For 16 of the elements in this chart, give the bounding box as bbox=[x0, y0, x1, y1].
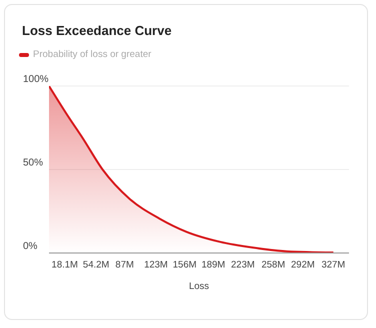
x-tick-label: 292M bbox=[291, 260, 315, 271]
y-tick-label: 100% bbox=[23, 74, 49, 85]
y-tick-label: 0% bbox=[23, 241, 38, 252]
x-tick-label: 258M bbox=[261, 260, 286, 271]
legend-label: Probability of loss or greater bbox=[33, 49, 152, 60]
x-tick-label: 54.2M bbox=[82, 260, 110, 271]
x-tick-label: 123M bbox=[144, 260, 168, 271]
x-tick-label: 87M bbox=[115, 260, 134, 271]
y-tick-label: 50% bbox=[23, 158, 44, 168]
chart-title: Loss Exceedance Curve bbox=[22, 23, 172, 38]
x-tick-label: 223M bbox=[231, 260, 255, 271]
x-tick-label: 189M bbox=[201, 260, 226, 271]
x-tick-label: 18.1M bbox=[52, 260, 78, 271]
x-axis-title: Loss bbox=[188, 281, 210, 292]
x-tick-label: 327M bbox=[321, 260, 346, 271]
x-tick-label: 156M bbox=[172, 260, 197, 271]
